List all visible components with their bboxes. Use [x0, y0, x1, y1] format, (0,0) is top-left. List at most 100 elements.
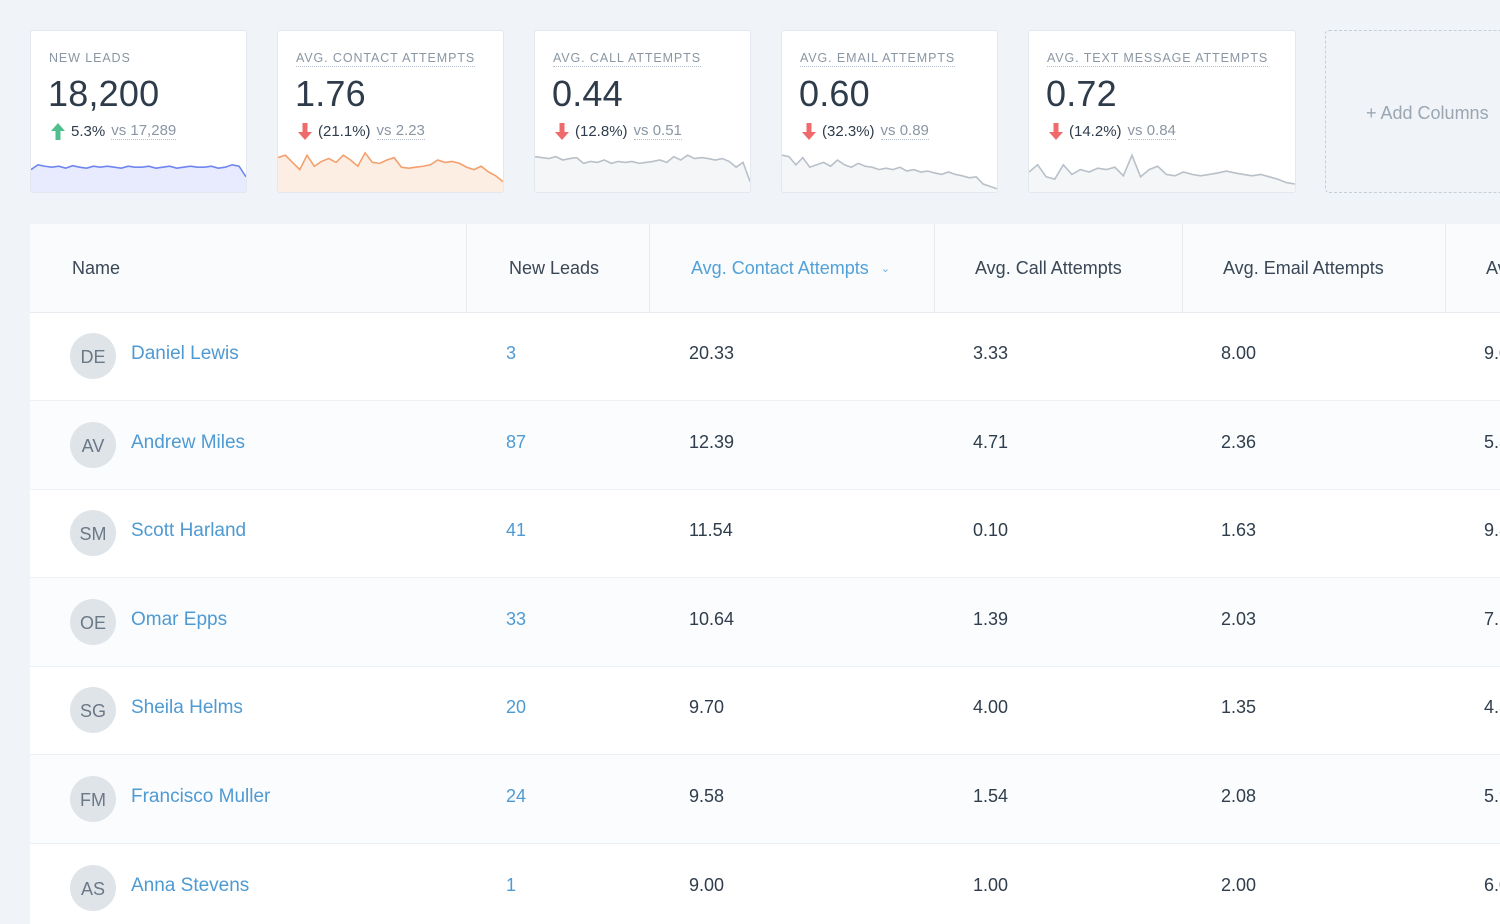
avatar: DE	[70, 333, 116, 379]
metric-comparison: vs 0.89	[880, 122, 929, 140]
sparkline-area	[1029, 155, 1295, 192]
new-leads-link[interactable]: 3	[506, 343, 517, 363]
avatar: SM	[70, 510, 116, 557]
new-leads-link[interactable]: 33	[506, 608, 527, 629]
avg-contact-attempts-value: 11.54	[689, 520, 733, 541]
metric-change: (32.3%)	[822, 122, 875, 140]
avg-contact-attempts-value: 12.39	[689, 431, 735, 452]
table-row[interactable]: SG Sheila Helms 20 9.70 4.00 1.35 4.35	[30, 666, 1500, 756]
avatar: AV	[70, 421, 116, 468]
avg-text-message-attempts-value: 5.96	[1484, 786, 1500, 806]
avg-contact-attempts-value: 9.00	[689, 874, 725, 895]
metric-delta: (32.3%) vs 0.89	[802, 122, 929, 140]
metric-delta: (14.2%) vs 0.84	[1049, 122, 1176, 140]
column-header-new-leads[interactable]: New Leads	[466, 224, 649, 312]
avg-email-attempts-value: 2.36	[1221, 431, 1257, 452]
metric-value: 0.44	[552, 73, 623, 114]
avatar: SG	[70, 687, 116, 734]
column-header-avg-email-attempts[interactable]: Avg. Email Attempts	[1182, 224, 1445, 312]
rep-name-link[interactable]: Daniel Lewis	[131, 343, 239, 364]
sparkline-line	[535, 155, 750, 181]
metric-change: (12.8%)	[575, 122, 628, 140]
avatar: AS	[70, 864, 116, 911]
avg-text-message-attempts-value: 6.00	[1484, 874, 1500, 895]
metric-value: 18,200	[48, 73, 160, 114]
metric-delta: 5.3% vs 17,289	[51, 122, 177, 140]
avg-call-attempts-value: 3.33	[973, 343, 1009, 363]
avg-text-message-attempts-value: 9.80	[1484, 520, 1500, 541]
table-row[interactable]: DE Daniel Lewis 3 20.33 3.33 8.00 9.00	[30, 312, 1500, 401]
leads-table: Name New Leads Avg. Contact Attempts ⌄ Av…	[30, 224, 1500, 924]
sparkline-area	[535, 155, 750, 192]
column-header-avg-text-message-attempts[interactable]: Avg. Text Message Attempts	[1445, 224, 1500, 312]
rep-name-link[interactable]: Scott Harland	[131, 520, 247, 542]
sparkline-area	[31, 164, 246, 192]
metric-label: NEW LEADS	[49, 51, 131, 65]
sparkline-area	[782, 155, 997, 192]
sparkline-line	[782, 155, 997, 189]
add-columns-button[interactable]: + Add Columns	[1325, 30, 1500, 193]
table-row[interactable]: SM Scott Harland 41 11.54 0.10 1.63 9.80	[30, 489, 1500, 579]
avatar: FM	[70, 776, 116, 822]
metric-card-avg-email-attempts[interactable]: AVG. EMAIL ATTEMPTS 0.60 (32.3%) vs 0.89	[781, 30, 998, 193]
column-header-label: Avg. Contact Attempts	[691, 258, 869, 278]
sparkline	[535, 144, 750, 192]
avg-email-attempts-value: 2.03	[1221, 608, 1257, 629]
rep-name-link[interactable]: Omar Epps	[131, 608, 228, 630]
avg-contact-attempts-value: 9.70	[689, 697, 725, 718]
metric-card-avg-contact-attempts[interactable]: AVG. CONTACT ATTEMPTS 1.76 (21.1%) vs 2.…	[277, 30, 504, 193]
avg-call-attempts-value: 0.10	[973, 520, 1009, 541]
avg-text-message-attempts-value: 7.21	[1484, 608, 1500, 629]
table-row[interactable]: AV Andrew Miles 87 12.39 4.71 2.36 5.32	[30, 400, 1500, 490]
avg-email-attempts-value: 1.35	[1221, 697, 1257, 718]
column-header-avg-contact-attempts[interactable]: Avg. Contact Attempts ⌄	[649, 224, 934, 312]
metric-label: AVG. TEXT MESSAGE ATTEMPTS	[1047, 51, 1269, 67]
avg-contact-attempts-value: 20.33	[689, 343, 735, 363]
column-header-name[interactable]: Name	[72, 258, 121, 278]
new-leads-link[interactable]: 87	[506, 431, 527, 452]
table-row[interactable]: AS Anna Stevens 1 9.00 1.00 2.00 6.00	[30, 844, 1500, 924]
sparkline	[278, 144, 503, 192]
rep-name-link[interactable]: Francisco Muller	[131, 786, 271, 807]
metric-card-new-leads[interactable]: NEW LEADS 18,200 5.3% vs 17,289	[30, 30, 247, 193]
avg-text-message-attempts-value: 5.32	[1484, 431, 1500, 452]
new-leads-link[interactable]: 1	[506, 874, 517, 895]
new-leads-link[interactable]: 24	[506, 786, 527, 806]
sparkline-line	[1029, 155, 1295, 184]
avg-call-attempts-value: 1.00	[973, 874, 1009, 895]
avg-email-attempts-value: 8.00	[1221, 343, 1257, 363]
avg-contact-attempts-value: 9.58	[689, 786, 725, 806]
table-header: Name New Leads Avg. Contact Attempts ⌄ Av…	[30, 224, 1500, 313]
new-leads-link[interactable]: 41	[506, 520, 527, 541]
avg-text-message-attempts-value: 4.35	[1484, 697, 1500, 718]
avg-email-attempts-value: 2.08	[1221, 786, 1257, 806]
metric-label: AVG. EMAIL ATTEMPTS	[800, 51, 956, 67]
metric-value: 0.60	[799, 73, 870, 114]
avg-call-attempts-value: 1.54	[973, 786, 1009, 806]
metric-label: AVG. CALL ATTEMPTS	[553, 51, 701, 67]
metric-change: 5.3%	[71, 122, 106, 140]
table-row[interactable]: FM Francisco Muller 24 9.58 1.54 2.08 5.96	[30, 755, 1500, 844]
arrow-down-icon	[802, 122, 816, 140]
avg-call-attempts-value: 1.39	[973, 608, 1009, 629]
rep-name-link[interactable]: Anna Stevens	[131, 874, 250, 896]
new-leads-link[interactable]: 20	[506, 697, 527, 718]
avg-call-attempts-value: 4.00	[973, 697, 1009, 718]
arrow-up-icon	[51, 122, 65, 140]
rep-name-link[interactable]: Andrew Miles	[131, 431, 246, 453]
chevron-down-icon: ⌄	[880, 263, 890, 275]
sparkline	[31, 144, 246, 192]
metric-card-avg-text-message-attempts[interactable]: AVG. TEXT MESSAGE ATTEMPTS 0.72 (14.2%) …	[1028, 30, 1296, 193]
sparkline-line	[278, 153, 503, 182]
metric-delta: (12.8%) vs 0.51	[555, 122, 682, 140]
metric-change: (21.1%)	[318, 122, 371, 140]
sparkline	[1029, 144, 1295, 192]
sparkline-line	[31, 165, 246, 177]
metric-value: 0.72	[1046, 73, 1117, 114]
column-header-avg-call-attempts[interactable]: Avg. Call Attempts	[934, 224, 1182, 312]
metric-card-avg-call-attempts[interactable]: AVG. CALL ATTEMPTS 0.44 (12.8%) vs 0.51	[534, 30, 751, 193]
avg-call-attempts-value: 4.71	[973, 431, 1009, 452]
table-row[interactable]: OE Omar Epps 33 10.64 1.39 2.03 7.21	[30, 577, 1500, 667]
rep-name-link[interactable]: Sheila Helms	[131, 697, 243, 719]
avg-text-message-attempts-value: 9.00	[1484, 343, 1500, 363]
